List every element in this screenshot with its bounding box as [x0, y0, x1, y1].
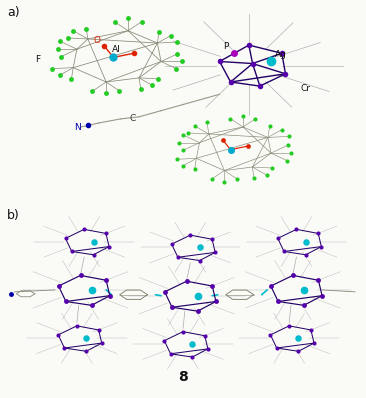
- Text: 8: 8: [178, 371, 188, 384]
- Text: F: F: [35, 55, 40, 64]
- Text: N: N: [74, 123, 81, 132]
- Text: O: O: [94, 36, 101, 45]
- Text: b): b): [7, 209, 20, 222]
- Text: a): a): [7, 6, 20, 19]
- Text: Ag: Ag: [274, 51, 286, 59]
- Text: Cr: Cr: [300, 84, 310, 93]
- Text: C: C: [130, 114, 136, 123]
- Text: P: P: [223, 42, 229, 51]
- Text: Al: Al: [112, 45, 120, 54]
